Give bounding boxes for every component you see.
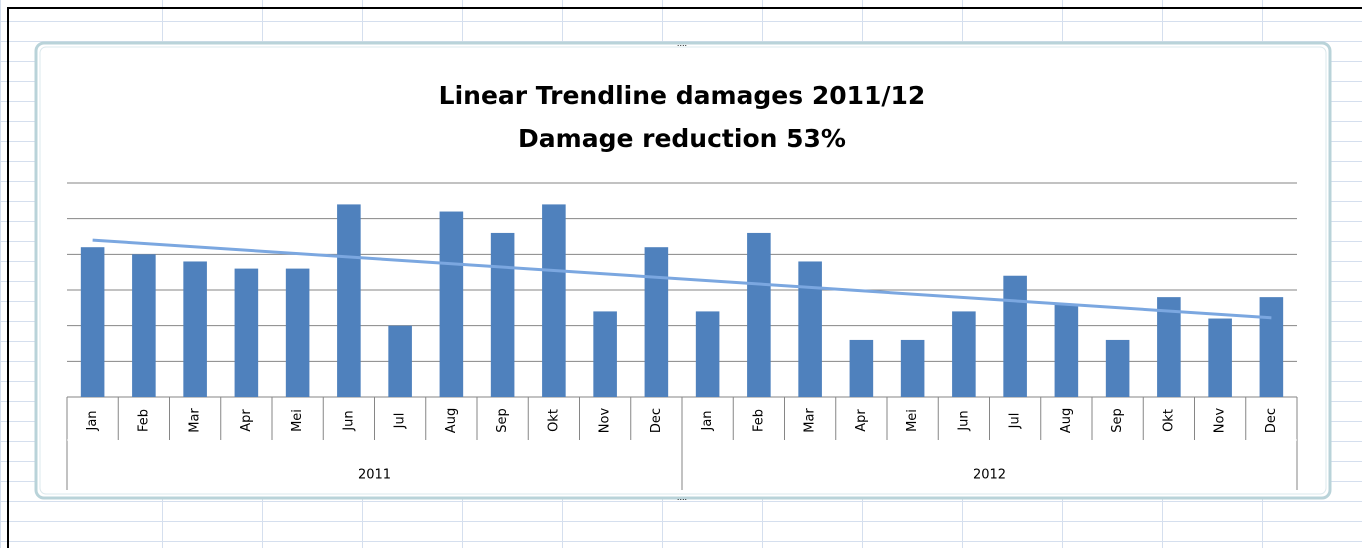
chart-subtitle: Damage reduction 53%	[518, 124, 846, 153]
x-tick-label: Jul	[393, 413, 408, 430]
x-tick-label: Dec	[649, 408, 664, 433]
x-tick-label: Aug	[1059, 408, 1074, 433]
x-tick-label: Jun	[341, 410, 356, 431]
x-tick-label: Nov	[598, 408, 613, 434]
bar	[337, 204, 361, 397]
x-tick-label: Jan	[85, 410, 100, 431]
chart-frame	[34, 41, 1332, 500]
bar	[439, 211, 464, 397]
bar	[900, 339, 925, 397]
x-tick-label: Apr	[239, 409, 254, 432]
x-tick-label: Mar	[803, 408, 818, 433]
bar	[542, 204, 566, 397]
x-tick-label: Jan	[700, 410, 715, 431]
x-tick-label: Dec	[1264, 408, 1279, 433]
bar	[1054, 304, 1079, 397]
bar	[798, 261, 822, 397]
bar	[1003, 275, 1027, 397]
chart-frame-inner	[39, 46, 1327, 495]
x-tick-label: Aug	[444, 408, 459, 433]
x-tick-label: Nov	[1213, 408, 1228, 434]
bar	[490, 232, 515, 397]
chart-title: Linear Trendline damages 2011/12	[439, 81, 926, 110]
x-tick-label: Mei	[290, 409, 305, 432]
x-tick-label: Apr	[854, 409, 869, 432]
bar	[849, 339, 874, 397]
bar	[1259, 297, 1284, 397]
bar	[234, 268, 259, 397]
bar	[1157, 297, 1181, 397]
window-edge	[7, 7, 1362, 548]
bar	[80, 247, 105, 397]
bar	[183, 261, 207, 397]
bar	[644, 247, 669, 397]
bar	[1208, 318, 1232, 397]
x-tick-label: Okt	[1161, 409, 1176, 432]
x-tick-label: Jun	[956, 410, 971, 431]
group-label: 2011	[358, 468, 391, 483]
group-label: 2012	[973, 468, 1006, 483]
x-tick-label: Sep	[495, 408, 510, 433]
bar	[695, 311, 720, 397]
resize-handle: ····	[677, 42, 687, 51]
bar	[285, 268, 310, 397]
bar	[952, 311, 976, 397]
bar	[388, 325, 412, 397]
x-tick-label: Feb	[751, 409, 766, 432]
bar	[1105, 339, 1130, 397]
x-tick-label: Feb	[136, 409, 151, 432]
bar	[132, 254, 156, 397]
x-tick-label: Sep	[1110, 408, 1125, 433]
x-tick-label: Okt	[546, 409, 561, 432]
bar	[593, 311, 617, 397]
x-tick-label: Jul	[1008, 413, 1023, 430]
x-tick-label: Mar	[188, 408, 203, 433]
resize-handle: ····	[677, 496, 687, 505]
trendline	[92, 238, 1272, 320]
bar	[747, 232, 771, 397]
x-tick-label: Mei	[905, 409, 920, 432]
